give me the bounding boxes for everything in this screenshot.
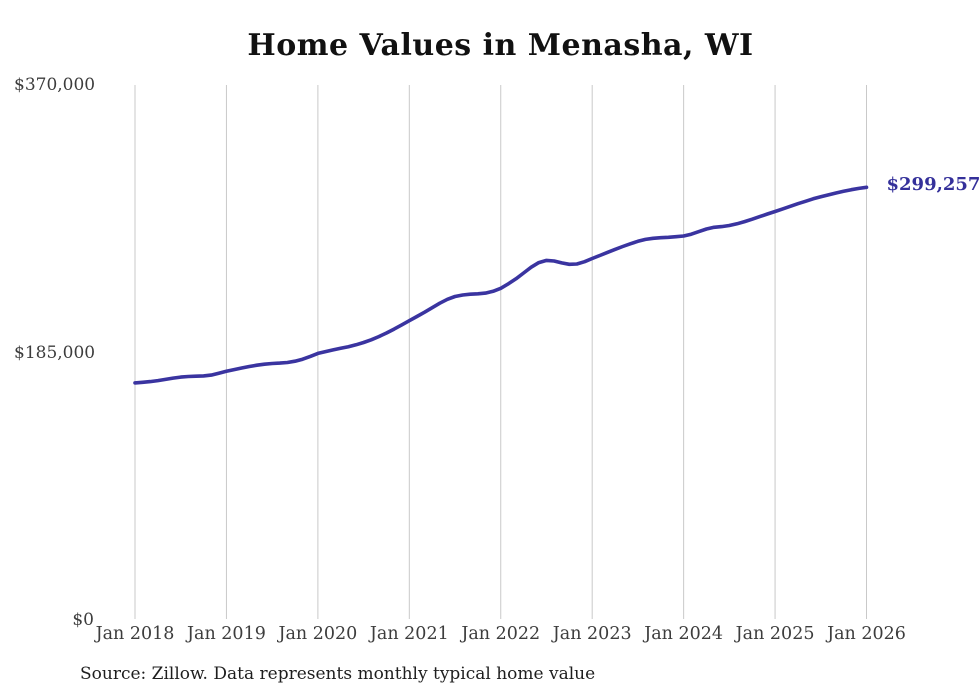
x-tick-label-jan-2019: Jan 2019 — [187, 624, 266, 644]
x-tick-label-jan-2025: Jan 2025 — [735, 624, 815, 644]
gridlines — [134, 85, 867, 619]
y-tick-label-185000: $185,000 — [14, 342, 96, 363]
chart-title: Home Values in Menasha, WI — [247, 28, 754, 63]
x-tick-label-jan-2020: Jan 2020 — [278, 624, 358, 644]
x-tick-label-jan-2026: Jan 2026 — [827, 624, 906, 644]
home-value-line — [133, 185, 869, 385]
latest-value-label: $299,257 — [886, 174, 980, 196]
source-note: Source: Zillow. Data represents monthly … — [80, 664, 596, 684]
x-tick-label-jan-2023: Jan 2023 — [552, 624, 632, 644]
y-tick-label-0: $0 — [72, 610, 94, 630]
x-tick-label-jan-2022: Jan 2022 — [461, 624, 541, 644]
x-tick-label-jan-2024: Jan 2024 — [644, 624, 724, 644]
x-tick-label-jan-2021: Jan 2021 — [369, 624, 449, 644]
x-tick-label-jan-2018: Jan 2018 — [95, 624, 175, 644]
y-tick-label-370000: $370,000 — [14, 75, 96, 95]
